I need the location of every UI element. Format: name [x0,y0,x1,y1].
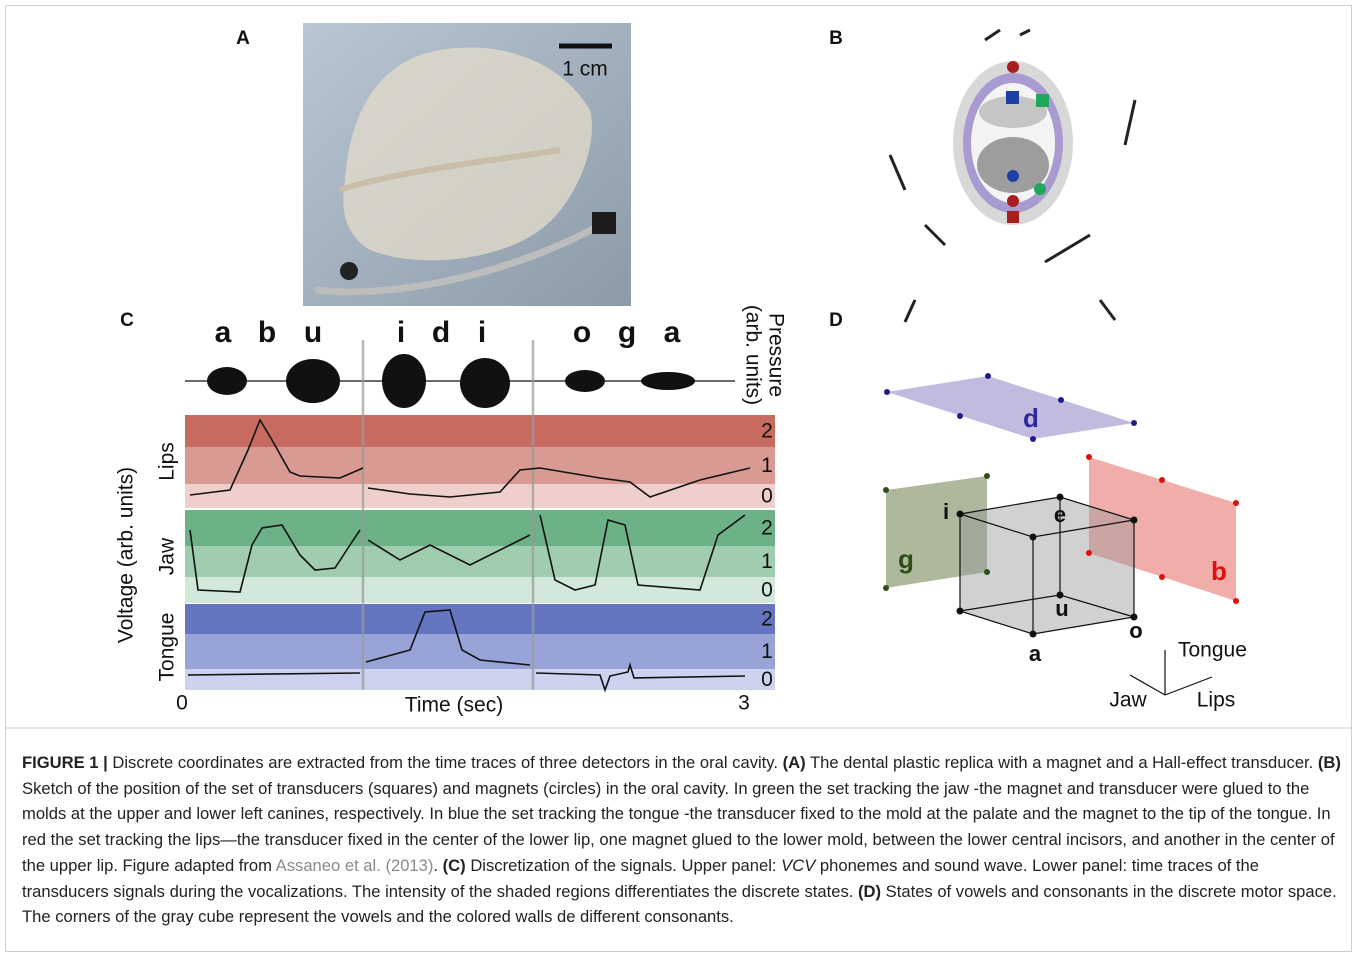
state-level: 2 [761,420,773,443]
caption-text: (C) [443,856,466,875]
caption-text: . [433,856,442,875]
state-level: 0 [761,668,773,691]
page: A 1 cm B C abuidioga 210Lips210Jaw210Ton… [0,0,1358,957]
sensor [592,212,616,234]
magnet-lips [1007,61,1019,73]
panel-label: A [236,28,250,49]
consonant-label: d [1023,403,1039,433]
state-level: 2 [761,608,773,631]
consonant-label: b [1211,556,1227,586]
magnet-lips [1007,195,1019,207]
caption-text: (B) [1318,753,1341,772]
phoneme: a [664,316,681,349]
vowel-label: a [1029,641,1042,666]
panel-label: C [120,310,134,331]
caption-text: The dental plastic replica with a magnet… [806,753,1318,772]
axis-label: Tongue [1178,639,1247,662]
state-band [185,447,775,484]
caption-text: FIGURE 1 | [22,753,108,772]
state-band [185,510,775,546]
caption-link[interactable]: Assaneo et al. (2013) [276,856,434,875]
state-level: 1 [761,640,773,663]
phoneme: a [215,316,232,349]
phoneme: i [397,316,405,349]
magnet-tongue [1007,170,1019,182]
scale-label: 1 cm [562,58,608,81]
panel-label: B [829,28,843,49]
track-label: Jaw [156,537,179,575]
x-end: 3 [738,692,750,715]
state-level: 0 [761,485,773,508]
caption-text: Discretization of the signals. Upper pan… [466,856,781,875]
phoneme: u [304,316,322,349]
track-label: Lips [156,442,179,481]
vowel-label: u [1055,596,1068,621]
wall-d [887,376,1134,439]
state-band [185,546,775,577]
state-band [185,669,775,690]
phoneme: o [573,316,591,349]
track-label: Tongue [156,613,179,682]
phoneme: d [432,316,450,349]
phoneme: i [478,316,486,349]
axis-label: Jaw [1109,689,1147,712]
magnet [340,262,358,280]
sensor-tongue [1006,91,1019,104]
caption: FIGURE 1 | Discrete coordinates are extr… [22,750,1344,930]
state-level: 0 [761,579,773,602]
pressure-label: Pressure [764,313,787,397]
state-level: 1 [761,550,773,573]
caption-text: VCV [781,856,815,875]
panel-label: D [829,310,843,331]
state-band [185,484,775,508]
pressure-label: (arb. units) [741,305,764,405]
caption-text: (A) [783,753,806,772]
vowel-label: i [943,499,949,524]
state-level: 2 [761,517,773,540]
cube [960,497,1134,634]
state-band [185,634,775,669]
axis-label: Lips [1197,689,1236,712]
state-level: 1 [761,454,773,477]
x-start: 0 [176,692,188,715]
magnet-jaw [1034,183,1046,195]
vowel-label: o [1129,618,1142,643]
phoneme: g [618,316,636,349]
state-band [185,604,775,634]
consonant-label: g [898,544,914,574]
caption-text: (D) [858,882,881,901]
sensor-jaw [1036,94,1049,107]
phoneme: b [258,316,276,349]
caption-text: Discrete coordinates are extracted from … [108,753,783,772]
x-label: Time (sec) [405,694,503,717]
state-band [185,577,775,603]
y-label: Voltage (arb. units) [115,467,138,643]
sensor-lips [1007,211,1019,223]
vowel-label: e [1054,502,1066,527]
